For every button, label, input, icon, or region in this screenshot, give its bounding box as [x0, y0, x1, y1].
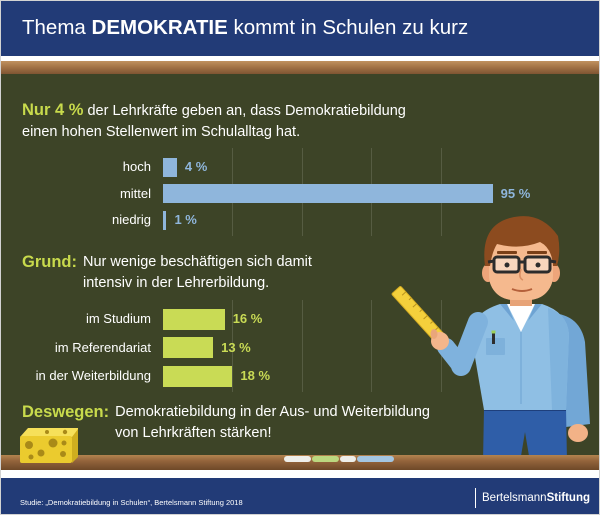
- conclusion-text-2: von Lehrkräften stärken!: [115, 425, 272, 441]
- conclusion-label: Deswegen:: [22, 403, 110, 421]
- brand-bold: Stiftung: [546, 492, 590, 504]
- teacher-head: [482, 216, 560, 300]
- title-end: kommt in Schulen zu kurz: [233, 16, 469, 39]
- teacher-left-arm: [430, 312, 488, 376]
- conclusion-text-1: Demokratiebildung in der Aus- und Weiter…: [115, 404, 430, 420]
- reason-text-2: intensiv in der Lehrerbildung.: [83, 275, 270, 291]
- teacher-trousers: [483, 404, 567, 462]
- teacher-illustration: [391, 216, 590, 462]
- finding-line-1: Nur 4 % der Lehrkräfte geben an, dass De…: [22, 100, 406, 122]
- board-frame-top: [0, 61, 600, 74]
- finding-text-1: der Lehrkräfte geben an, dass Demokratie…: [87, 103, 406, 119]
- chalk-icon: [284, 456, 311, 462]
- brand-logo: BertelsmannStiftung: [475, 488, 590, 508]
- chalk-icon: [312, 456, 339, 462]
- footer-banner: Studie: „Demokratiebildung in Schulen“, …: [0, 478, 600, 515]
- chalk-icon: [340, 456, 356, 462]
- finding-text-2: einen hohen Stellenwert im Schulalltag h…: [22, 124, 301, 140]
- reason-block: Grund: Nur wenige beschäftigen sich dami…: [22, 252, 312, 294]
- finding-highlight: Nur 4 %: [22, 101, 84, 119]
- board-ledge: [0, 455, 600, 470]
- sponge-icon: [20, 428, 78, 463]
- source-note: Studie: „Demokratiebildung in Schulen“, …: [20, 498, 243, 507]
- brand-regular: Bertelsmann: [482, 492, 547, 504]
- conclusion-block: Deswegen: Demokratiebildung in der Aus- …: [22, 402, 430, 444]
- conclusion-text: Demokratiebildung in der Aus- und Weiter…: [115, 402, 430, 444]
- reason-text: Nur wenige beschäftigen sich damit inten…: [83, 252, 312, 294]
- chalk-icon: [357, 456, 394, 462]
- title-emphasis: DEMOKRATIE: [91, 16, 228, 39]
- header-banner: Thema DEMOKRATIE kommt in Schulen zu kur…: [0, 0, 600, 56]
- teacher-hair: [484, 216, 560, 266]
- title-start: Thema: [22, 16, 86, 39]
- finding-block: Nur 4 % der Lehrkräfte geben an, dass De…: [22, 100, 406, 143]
- reason-label: Grund:: [22, 253, 77, 271]
- reason-text-1: Nur wenige beschäftigen sich damit: [83, 254, 312, 270]
- teacher-shirt: [471, 304, 569, 410]
- page-title: Thema DEMOKRATIE kommt in Schulen zu kur…: [22, 15, 468, 41]
